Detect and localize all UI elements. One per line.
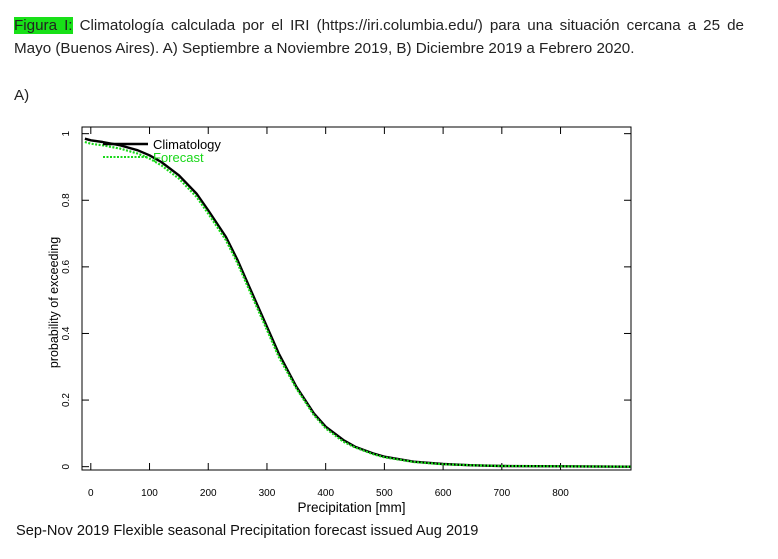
- legend-label-climatology: Climatology: [153, 137, 221, 152]
- x-tick-label: 700: [493, 488, 510, 499]
- legend-label-forecast: Forecast: [153, 150, 204, 165]
- caption-text: Climatología calculada por el IRI (https…: [14, 17, 744, 57]
- x-tick-label: 600: [435, 488, 452, 499]
- plot-frame: [81, 126, 632, 471]
- x-tick-label: 200: [200, 488, 217, 499]
- y-tick-label: 0.8: [61, 193, 72, 207]
- series-line-forecast: [84, 140, 632, 468]
- y-tick-label: 0.6: [61, 259, 72, 273]
- series-line-climatology: [84, 137, 632, 468]
- figure-caption: Figura I: Climatología calculada por el …: [14, 14, 744, 60]
- x-tick-label: 500: [376, 488, 393, 499]
- footer-note: Sep-Nov 2019 Flexible seasonal Precipita…: [16, 523, 479, 539]
- x-axis-label: Precipitation [mm]: [297, 500, 405, 515]
- caption-prefix: Figura I:: [14, 17, 73, 34]
- y-tick-label: 0: [61, 463, 72, 469]
- x-tick-label: 100: [141, 488, 158, 499]
- panel-label: A): [14, 87, 30, 104]
- x-tick-label: 0: [88, 488, 94, 499]
- y-tick-label: 0.4: [61, 326, 72, 340]
- x-tick-label: 300: [259, 488, 276, 499]
- y-tick-label: 1: [61, 130, 72, 136]
- x-tick-label: 400: [317, 488, 334, 499]
- y-axis-label: probability of exceeding: [47, 237, 61, 368]
- y-tick-label: 0.2: [61, 393, 72, 407]
- x-tick-label: 800: [552, 488, 569, 499]
